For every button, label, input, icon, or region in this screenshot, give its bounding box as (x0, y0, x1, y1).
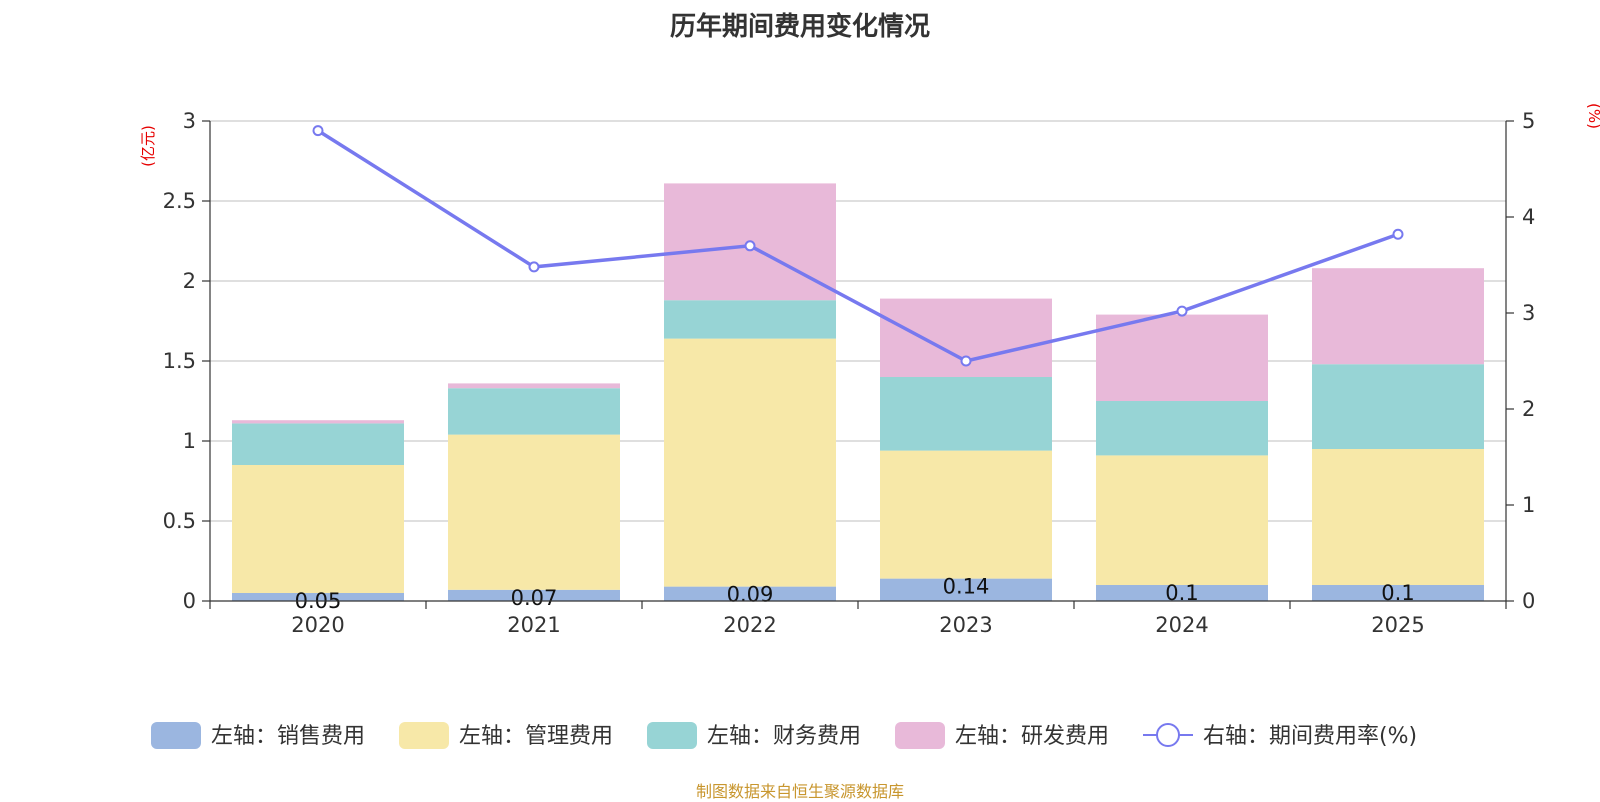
rate-point (528, 261, 540, 273)
bar-segment (232, 465, 404, 593)
bar-segment (232, 420, 404, 424)
bar-segment (880, 377, 1052, 451)
bar-layer (232, 183, 1484, 601)
rate-point (960, 355, 972, 367)
rate-line (317, 129, 1399, 363)
right-axis-tick-label: 4 (1522, 205, 1535, 229)
legend-label: 左轴：管理费用 (459, 724, 613, 749)
bar-data-label: 0.14 (943, 575, 990, 599)
axes: 0 0.5 1 1.5 2 2.5 3 0 1 2 3 4 5 (亿元) (%) 2020 2021 2022 20… (139, 103, 1600, 637)
legend-label: 左轴：销售费用 (211, 724, 365, 749)
bar-data-label: 0.09 (727, 583, 774, 607)
legend-swatch (647, 722, 697, 749)
x-axis-tick-label: 2021 (507, 613, 560, 637)
x-axis-tick-label: 2020 (291, 613, 344, 637)
bar-segment (1096, 455, 1268, 585)
left-axis-tick-label: 0 (183, 589, 196, 613)
footer-source: 制图数据来自恒生聚源数据库 (695, 782, 904, 801)
bar-segment (880, 578, 1052, 601)
right-axis-tick-label: 0 (1522, 589, 1535, 613)
rate-point (312, 125, 324, 137)
left-axis-tick-label: 0.5 (163, 509, 196, 533)
legend-swatch (399, 722, 449, 749)
right-axis-tick-label: 2 (1522, 397, 1535, 421)
bar-data-label: 0.07 (511, 586, 558, 610)
bar-segment (880, 450, 1052, 579)
x-axis-tick-label: 2022 (723, 613, 776, 637)
left-axis-unit: (亿元) (139, 125, 157, 167)
bar-segment (448, 589, 620, 601)
gridlines (210, 120, 1506, 522)
line-layer (312, 125, 1404, 367)
bar-segment (448, 388, 620, 435)
rate-point (744, 240, 756, 252)
right-axis-tick-label: 5 (1522, 109, 1535, 133)
x-axis-tick-label: 2024 (1155, 613, 1208, 637)
left-axis-tick-label: 1 (183, 429, 196, 453)
bar-segment (1312, 364, 1484, 449)
right-axis-tick-label: 1 (1522, 493, 1535, 517)
legend[interactable]: 左轴：销售费用 左轴：管理费用 左轴：财务费用 左轴：研发费用 右轴：期间费用率(%) (151, 722, 1417, 749)
bar-segment (448, 383, 620, 389)
rate-point (1176, 305, 1188, 317)
legend-label: 右轴：期间费用率(%) (1203, 724, 1417, 749)
bar-segment (1096, 401, 1268, 456)
legend-label: 左轴：财务费用 (707, 724, 861, 749)
bar-segment (1312, 268, 1484, 365)
left-axis-tick-label: 2 (183, 269, 196, 293)
legend-swatch (895, 722, 945, 749)
chart-title: 历年期间费用变化情况 (669, 12, 930, 42)
bar-segment (232, 593, 404, 601)
bar-segment (1312, 449, 1484, 585)
bar-segment (232, 423, 404, 465)
right-axis-unit: (%) (1585, 103, 1600, 129)
bar-segment (448, 434, 620, 590)
bar-segment (664, 300, 836, 339)
legend-swatch (151, 722, 201, 749)
bar-segment (664, 338, 836, 587)
legend-label: 左轴：研发费用 (955, 724, 1109, 749)
left-axis-tick-label: 1.5 (163, 349, 196, 373)
bar-segment (1312, 585, 1484, 601)
left-axis-tick-label: 2.5 (163, 189, 196, 213)
legend-line-marker (1156, 723, 1180, 747)
x-axis-tick-label: 2025 (1371, 613, 1424, 637)
x-axis-tick-label: 2023 (939, 613, 992, 637)
bar-segment (1096, 585, 1268, 601)
bar-segment (1096, 314, 1268, 401)
left-axis-tick-label: 3 (183, 109, 196, 133)
bar-segment (664, 586, 836, 601)
rate-point (1392, 228, 1404, 240)
right-axis-tick-label: 3 (1522, 301, 1535, 325)
